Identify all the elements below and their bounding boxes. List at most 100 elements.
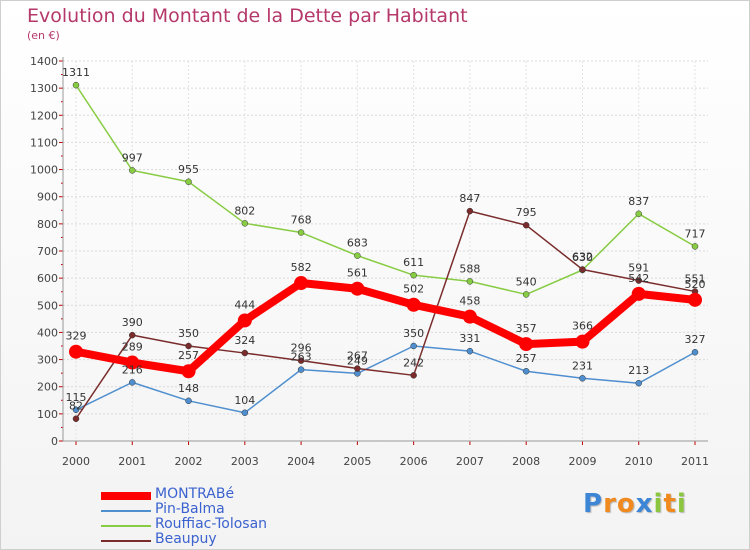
data-label: 104 — [234, 394, 255, 407]
data-point — [410, 372, 417, 379]
x-tick-label: 2009 — [568, 455, 596, 468]
data-point — [181, 364, 196, 379]
y-tick-label: 700 — [37, 245, 58, 258]
data-label: 357 — [516, 322, 537, 335]
x-tick-label: 2007 — [456, 455, 484, 468]
y-tick-label: 300 — [37, 354, 58, 367]
data-label: 263 — [291, 351, 312, 364]
data-label: 561 — [347, 267, 368, 280]
data-label: 390 — [122, 316, 143, 329]
data-label: 267 — [347, 350, 368, 363]
data-label: 257 — [178, 349, 199, 362]
data-label: 216 — [122, 363, 143, 376]
legend-label: Beaupuy — [155, 531, 217, 547]
series-line-pin-balma — [75, 345, 696, 414]
y-tick-label: 100 — [37, 408, 58, 421]
data-label: 540 — [516, 275, 537, 288]
data-label: 502 — [403, 283, 424, 296]
y-tick-label: 500 — [37, 299, 58, 312]
legend-swatch — [101, 510, 151, 512]
data-label: 1311 — [62, 66, 90, 79]
data-label: 837 — [628, 195, 649, 208]
x-tick-label: 2000 — [62, 455, 90, 468]
data-point — [462, 309, 477, 324]
chart-title: Evolution du Montant de la Dette par Hab… — [27, 5, 468, 27]
data-point — [522, 291, 530, 298]
data-point — [69, 344, 83, 359]
legend-label: Pin-Balma — [155, 501, 225, 517]
data-point — [635, 210, 642, 218]
data-point — [354, 365, 361, 372]
data-point — [185, 342, 192, 350]
x-tick-label: 2008 — [512, 455, 540, 468]
data-label: 802 — [234, 204, 255, 217]
data-label: 366 — [572, 320, 593, 333]
data-label: 148 — [178, 382, 199, 395]
data-label: 213 — [628, 364, 649, 377]
y-tick-label: 0 — [51, 435, 58, 448]
x-tick-label: 2010 — [625, 455, 653, 468]
data-label: 296 — [291, 342, 312, 355]
chart-subtitle: (en €) — [27, 29, 60, 42]
data-point — [410, 342, 417, 350]
data-point — [72, 406, 80, 414]
x-tick-label: 2004 — [287, 455, 315, 468]
data-point — [406, 297, 421, 312]
data-point — [466, 207, 474, 215]
data-label: 520 — [685, 278, 706, 291]
data-point — [185, 397, 192, 405]
data-label: 551 — [685, 272, 706, 285]
series-line-montrab- — [72, 279, 699, 376]
data-label: 327 — [685, 333, 706, 346]
x-tick-label: 2003 — [231, 455, 259, 468]
data-point — [129, 379, 136, 386]
x-tick-label: 2011 — [681, 455, 709, 468]
data-point — [522, 221, 530, 229]
data-point — [297, 357, 305, 364]
y-tick-label: 600 — [37, 272, 58, 285]
data-label: 289 — [122, 341, 143, 354]
data-label: 350 — [178, 327, 199, 340]
data-point — [691, 243, 699, 250]
y-tick-label: 1300 — [30, 82, 58, 95]
data-point — [129, 331, 136, 339]
data-label: 82 — [69, 400, 83, 413]
data-label: 630 — [572, 251, 593, 264]
data-point — [241, 409, 249, 417]
series-line-rouffiac-tolosan — [75, 84, 696, 296]
legend-swatch — [101, 540, 151, 542]
data-point — [185, 178, 192, 186]
data-label: 249 — [347, 354, 368, 367]
data-label: 795 — [516, 206, 537, 219]
data-point — [297, 229, 305, 236]
data-point — [631, 286, 646, 301]
data-label: 588 — [459, 262, 480, 275]
data-point — [466, 347, 474, 355]
data-point — [125, 355, 140, 370]
data-label: 582 — [291, 261, 312, 274]
data-label: 329 — [66, 330, 87, 343]
data-label: 632 — [572, 250, 593, 263]
data-label: 444 — [234, 298, 255, 311]
data-point — [635, 277, 642, 284]
data-label: 324 — [234, 334, 255, 347]
data-label: 683 — [347, 237, 368, 250]
legend-label: MONTRABé — [155, 486, 235, 502]
y-tick-label: 1400 — [30, 55, 58, 68]
legend-label: Rouffiac-Tolosan — [155, 516, 268, 532]
data-point — [241, 220, 249, 227]
data-label: 997 — [122, 151, 143, 164]
data-point — [297, 366, 305, 373]
y-tick-label: 200 — [37, 381, 58, 394]
data-point — [691, 348, 699, 356]
data-point — [635, 379, 642, 387]
legend-swatch — [101, 492, 151, 500]
proxiti-logo: Proxiti — [583, 489, 687, 519]
data-label: 955 — [178, 163, 199, 176]
data-label: 331 — [459, 332, 480, 345]
data-point — [294, 276, 309, 291]
x-tick-label: 2005 — [343, 455, 371, 468]
data-point — [72, 81, 80, 89]
y-tick-label: 1200 — [30, 109, 58, 122]
